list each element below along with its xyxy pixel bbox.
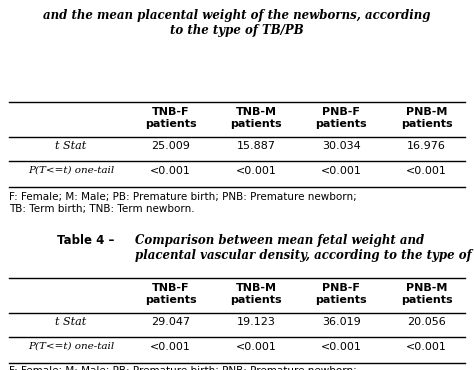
Text: t Stat: t Stat xyxy=(55,141,87,151)
Text: TNB-F
patients: TNB-F patients xyxy=(145,107,196,129)
Text: TNB-M
patients: TNB-M patients xyxy=(230,107,282,129)
Text: 25.009: 25.009 xyxy=(151,141,190,151)
Text: Table 4 –: Table 4 – xyxy=(57,234,118,247)
Text: <0.001: <0.001 xyxy=(236,166,276,176)
Text: 16.976: 16.976 xyxy=(407,141,446,151)
Text: PNB-F
patients: PNB-F patients xyxy=(316,283,367,305)
Text: F: Female; M: Male; PB: Premature birth; PNB: Premature newborn;
TB: Term birth;: F: Female; M: Male; PB: Premature birth;… xyxy=(9,192,357,214)
Text: <0.001: <0.001 xyxy=(406,166,447,176)
Text: F: Female; M: Male; PB: Premature birth; PNB: Premature newborn;
TB: Term birth;: F: Female; M: Male; PB: Premature birth;… xyxy=(9,366,357,370)
Text: PNB-M
patients: PNB-M patients xyxy=(401,283,452,305)
Text: <0.001: <0.001 xyxy=(150,342,191,351)
Text: TNB-M
patients: TNB-M patients xyxy=(230,283,282,305)
Text: 15.887: 15.887 xyxy=(237,141,275,151)
Text: P(T<=t) one-tail: P(T<=t) one-tail xyxy=(28,342,114,350)
Text: 20.056: 20.056 xyxy=(407,317,446,327)
Text: PNB-M
patients: PNB-M patients xyxy=(401,107,452,129)
Text: P(T<=t) one-tail: P(T<=t) one-tail xyxy=(28,166,114,175)
Text: t Stat: t Stat xyxy=(55,317,87,327)
Text: 29.047: 29.047 xyxy=(151,317,190,327)
Text: PNB-F
patients: PNB-F patients xyxy=(316,107,367,129)
Text: Comparison between mean fetal weight and
placental vascular density, according t: Comparison between mean fetal weight and… xyxy=(135,234,474,262)
Text: <0.001: <0.001 xyxy=(321,342,362,351)
Text: <0.001: <0.001 xyxy=(406,342,447,351)
Text: 30.034: 30.034 xyxy=(322,141,361,151)
Text: 36.019: 36.019 xyxy=(322,317,361,327)
Text: and the mean placental weight of the newborns, according
to the type of TB/PB: and the mean placental weight of the new… xyxy=(43,9,431,37)
Text: 19.123: 19.123 xyxy=(237,317,275,327)
Text: TNB-F
patients: TNB-F patients xyxy=(145,283,196,305)
Text: <0.001: <0.001 xyxy=(236,342,276,351)
Text: <0.001: <0.001 xyxy=(321,166,362,176)
Text: <0.001: <0.001 xyxy=(150,166,191,176)
